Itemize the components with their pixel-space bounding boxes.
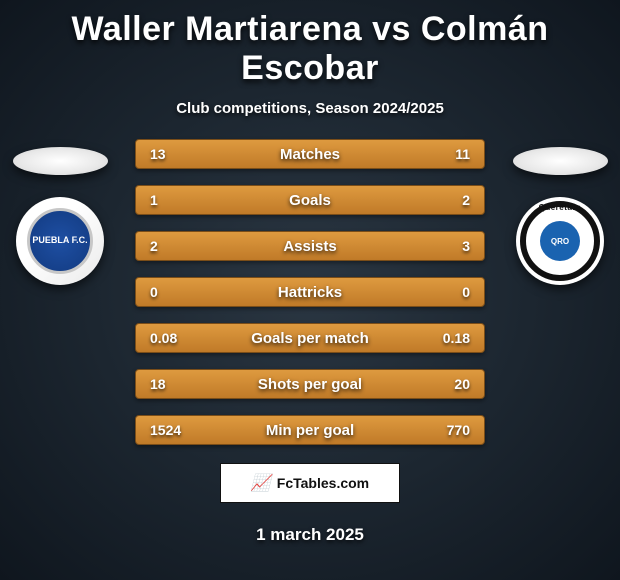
- stat-left-value: 1524: [150, 422, 181, 438]
- crest-left-label: PUEBLA F.C.: [27, 208, 93, 274]
- club-right: Querétaro QRO: [500, 139, 620, 285]
- comparison-main: PUEBLA F.C. Querétaro QRO 13Matches111Go…: [0, 139, 620, 445]
- stat-right-value: 0.18: [443, 330, 470, 346]
- stat-right-value: 20: [454, 376, 470, 392]
- stat-right-value: 3: [462, 238, 470, 254]
- stats-table: 13Matches111Goals22Assists30Hattricks00.…: [135, 139, 485, 445]
- stat-right-value: 2: [462, 192, 470, 208]
- page-subtitle: Club competitions, Season 2024/2025: [0, 100, 620, 117]
- stat-label: Assists: [283, 238, 336, 255]
- brand-text: FcTables.com: [277, 475, 369, 491]
- stat-right-value: 11: [455, 146, 470, 162]
- brand-box[interactable]: 📈 FcTables.com: [220, 463, 400, 503]
- crest-left: PUEBLA F.C.: [16, 197, 104, 285]
- stat-right-value: 770: [447, 422, 470, 438]
- stat-left-value: 18: [150, 376, 166, 392]
- stat-row: 18 Shots per goal 20: [135, 369, 485, 399]
- stat-left-value: 0: [150, 284, 158, 300]
- stat-label: Min per goal: [266, 422, 354, 439]
- stat-row: 0.08 Goals per match 0.18: [135, 323, 485, 353]
- crest-right-core: QRO: [540, 221, 580, 261]
- stat-label: Goals: [289, 192, 331, 209]
- stat-label: Hattricks: [278, 284, 342, 301]
- stat-right-value: 0: [462, 284, 470, 300]
- stat-left-value: 1: [150, 192, 158, 208]
- crest-right-arc: Querétaro: [516, 203, 604, 212]
- stat-label: Shots per goal: [258, 376, 362, 393]
- stat-row: 2 Assists 3: [135, 231, 485, 261]
- stat-label: Goals per match: [251, 330, 369, 347]
- stat-label: Matches: [280, 146, 340, 163]
- stat-left-value: 0.08: [150, 330, 177, 346]
- footer-date: 1 march 2025: [0, 525, 620, 545]
- crest-right: Querétaro QRO: [516, 197, 604, 285]
- stat-row: 1524 Min per goal 770: [135, 415, 485, 445]
- chart-icon: 📈: [251, 473, 271, 493]
- page-title: Waller Martiarena vs Colmán Escobar: [0, 0, 620, 88]
- flag-placeholder-left: [13, 147, 108, 175]
- stat-row: 13 Matches 11: [135, 139, 485, 169]
- stat-left-value: 13: [150, 146, 166, 162]
- club-left: PUEBLA F.C.: [0, 139, 120, 285]
- stat-row: 1 Goals 2: [135, 185, 485, 215]
- flag-placeholder-right: [513, 147, 608, 175]
- stat-row: 0 Hattricks 0: [135, 277, 485, 307]
- stat-left-value: 2: [150, 238, 158, 254]
